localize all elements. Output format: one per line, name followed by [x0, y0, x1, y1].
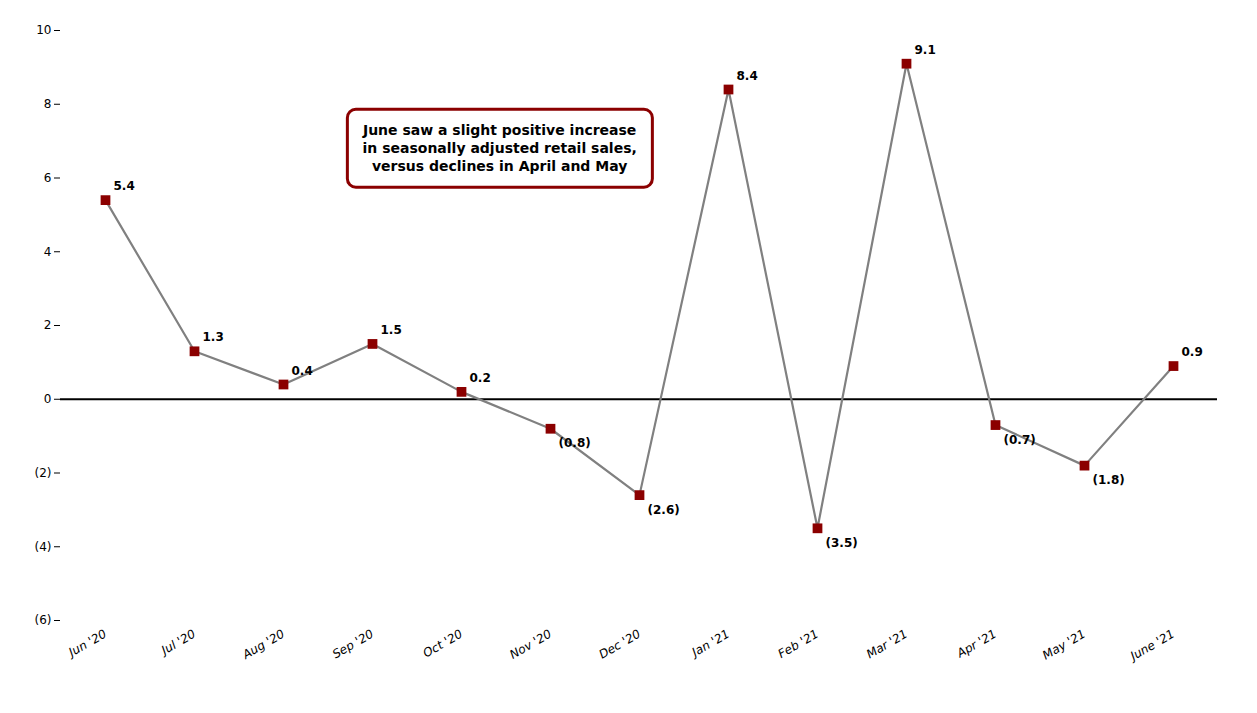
svg-text:5.4: 5.4: [114, 179, 135, 193]
svg-text:Mar '21: Mar '21: [864, 627, 910, 662]
svg-text:(0.8): (0.8): [559, 436, 591, 450]
svg-text:1.3: 1.3: [203, 330, 224, 344]
svg-text:Jun '20: Jun '20: [65, 627, 110, 661]
svg-text:Oct '20: Oct '20: [421, 627, 466, 661]
svg-text:(4): (4): [35, 540, 52, 554]
svg-text:4: 4: [44, 245, 52, 259]
svg-text:1.5: 1.5: [381, 323, 402, 337]
svg-text:Apr '21: Apr '21: [954, 627, 999, 661]
svg-text:Aug '20: Aug '20: [239, 627, 287, 663]
svg-text:6: 6: [44, 171, 52, 185]
svg-text:Sep '20: Sep '20: [330, 627, 376, 662]
svg-text:Jan '21: Jan '21: [688, 627, 732, 661]
svg-text:0.4: 0.4: [292, 364, 313, 378]
svg-text:0.9: 0.9: [1182, 345, 1203, 359]
svg-text:Dec '20: Dec '20: [596, 627, 643, 662]
svg-text:May '21: May '21: [1040, 627, 1088, 663]
svg-text:(2): (2): [35, 466, 52, 480]
svg-text:Feb '21: Feb '21: [776, 627, 821, 661]
svg-text:(1.8): (1.8): [1093, 473, 1125, 487]
svg-text:June '21: June '21: [1126, 627, 1177, 664]
svg-text:Jul '20: Jul '20: [157, 627, 198, 659]
svg-text:0.2: 0.2: [470, 371, 491, 385]
html-text:June saw a slight positive inc: June saw a slight positive increase in s…: [362, 121, 637, 175]
svg-text:9.1: 9.1: [915, 43, 936, 57]
svg-text:2: 2: [44, 318, 52, 332]
svg-text:8.4: 8.4: [737, 69, 758, 83]
svg-text:0: 0: [44, 392, 52, 406]
svg-text:(2.6): (2.6): [648, 503, 680, 517]
svg-text:(0.7): (0.7): [1004, 433, 1036, 447]
svg-text:(6): (6): [35, 613, 52, 627]
svg-text:Nov '20: Nov '20: [507, 627, 554, 662]
svg-text:10: 10: [36, 23, 51, 37]
svg-text:8: 8: [44, 97, 52, 111]
svg-text:(3.5): (3.5): [826, 536, 858, 550]
